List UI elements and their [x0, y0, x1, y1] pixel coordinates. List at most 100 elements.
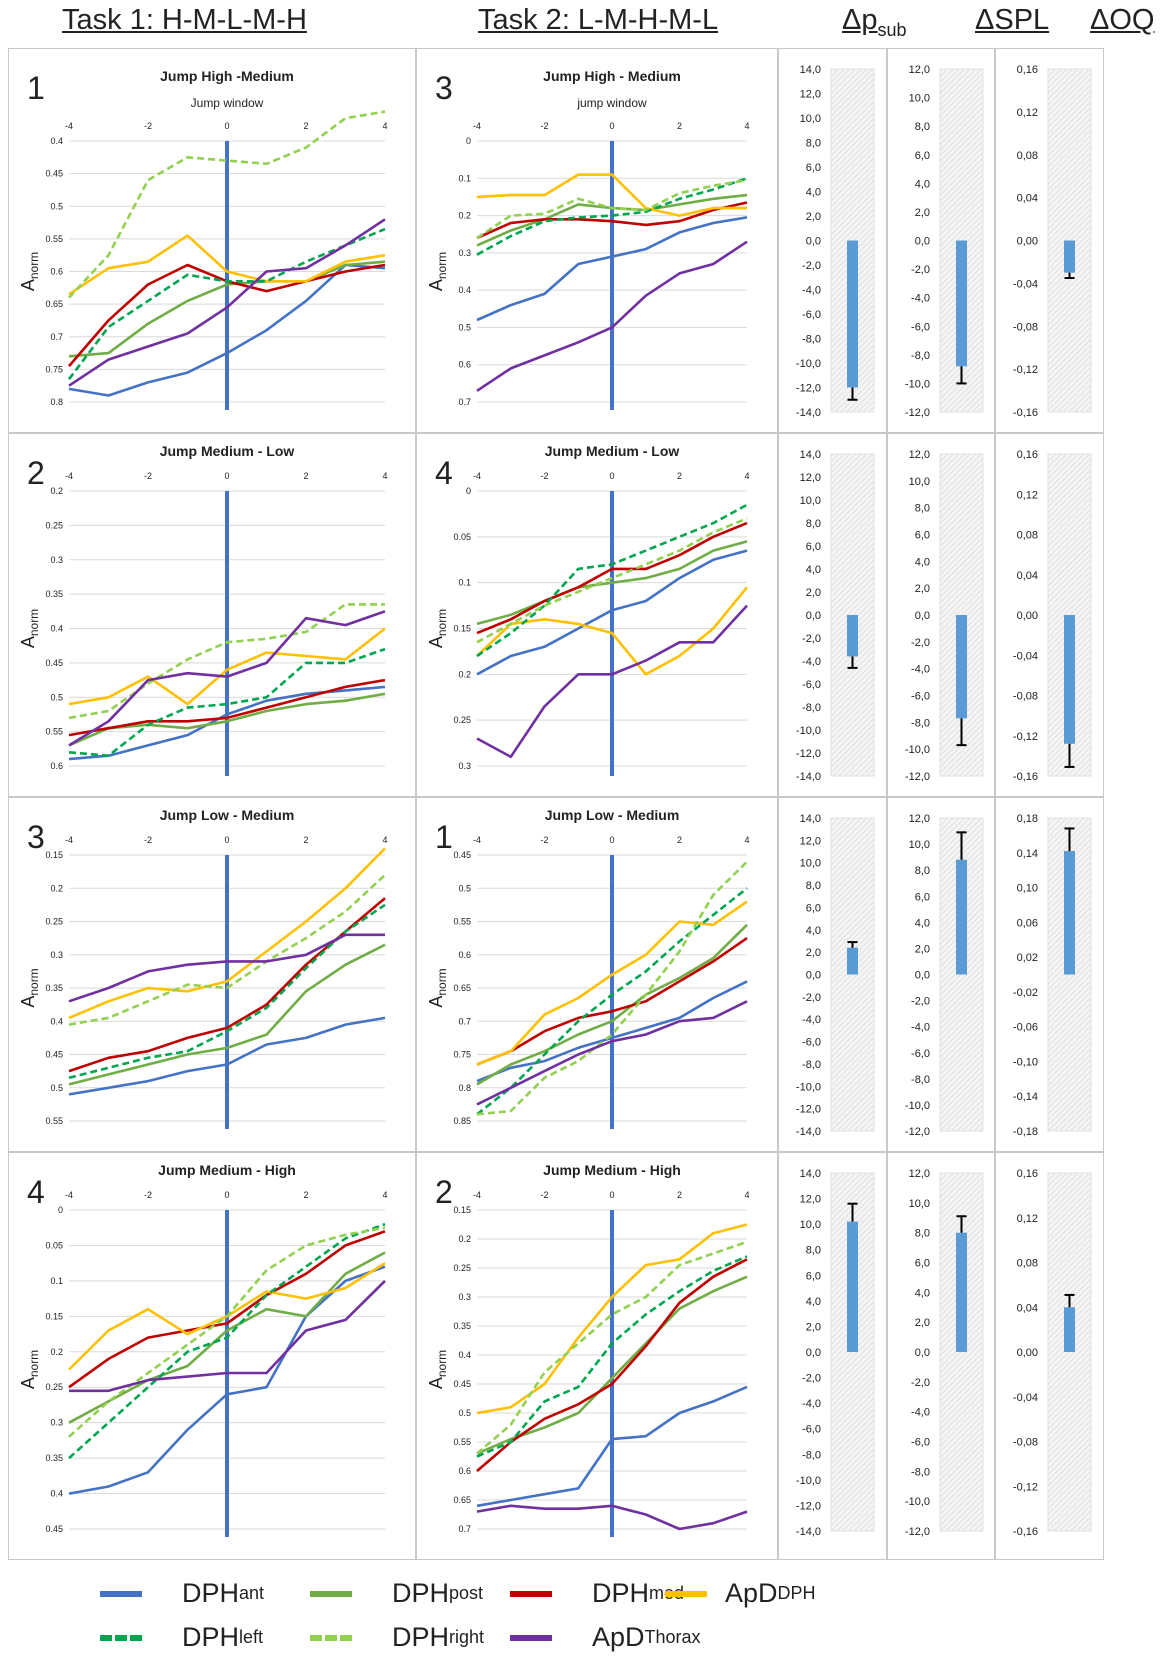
y-tick-label: -6,0 — [911, 691, 930, 703]
y-tick-label: 0.7 — [458, 397, 471, 407]
chart-title: Jump Medium - Low — [160, 443, 295, 459]
y-axis-label-text: Anorm — [18, 1350, 41, 1389]
bar-chart-spl3: 12,0 10,0 8,0 6,0 4,0 2,0 0,0 -2,0 -4,0 -6,0 -8,0 -… — [887, 797, 995, 1152]
bar-chart-psub2-svg: 14,0 12,0 10,0 8,0 6,0 4,0 2,0 0,0 -2,0 -4,0 -6,0 -… — [796, 449, 875, 783]
series-line-ApD_Thorax — [476, 604, 748, 759]
y-axis-label: Anorm — [18, 609, 41, 648]
x-tick-label: -2 — [144, 121, 152, 131]
series-line-DPH_med — [476, 201, 748, 240]
y-tick-label: 0,0 — [806, 1347, 821, 1359]
y-tick-label: 0.25 — [453, 1263, 471, 1273]
x-tick-label: 2 — [677, 471, 682, 481]
y-tick-label: -10,0 — [905, 744, 930, 756]
legend-item: DPH post — [310, 1578, 483, 1609]
y-tick-label: -10,0 — [905, 1496, 930, 1508]
y-tick-label: 0,0 — [915, 1347, 930, 1359]
y-tick-label: -4,0 — [911, 1407, 930, 1419]
y-tick-label: 12,0 — [909, 1168, 930, 1180]
series-line-DPH_med — [68, 678, 386, 737]
y-tick-label: 0,00 — [1017, 1347, 1038, 1359]
y-tick-label: -8,0 — [802, 1449, 821, 1461]
y-axis-label-sub: norm — [435, 609, 449, 636]
line-chart-t2r3: 1 Jump Low - Medium Anorm 0.45 0.5 0.55 0.6 0.6… — [416, 797, 778, 1152]
y-tick-label: 0,04 — [1017, 1302, 1038, 1314]
legend-item: DPH left — [100, 1622, 263, 1653]
y-tick-label: 0.7 — [458, 1524, 471, 1534]
y-tick-label: 0.35 — [45, 589, 63, 599]
y-tick-label: 2,0 — [806, 947, 821, 959]
y-tick-label: 0.6 — [458, 1466, 471, 1476]
y-tick-label: -12,0 — [796, 748, 821, 760]
x-tick-label: 2 — [677, 1190, 682, 1200]
bar — [1064, 1307, 1075, 1352]
y-tick-label: 0.75 — [453, 1050, 471, 1060]
series-line-DPH_left — [476, 1255, 748, 1458]
series-line-ApD_Thorax — [68, 218, 386, 387]
y-axis-label-sub: norm — [435, 252, 449, 279]
bar-chart-spl1-svg: 12,0 10,0 8,0 6,0 4,0 2,0 0,0 -2,0 -4,0 -6,0 -8,0 -… — [905, 64, 984, 419]
panel-number: 3 — [435, 70, 453, 106]
y-tick-label: 6,0 — [915, 530, 930, 542]
y-axis-label-sub: norm — [435, 1350, 449, 1377]
series-line-ApD_DPH — [68, 627, 386, 706]
y-tick-label: 8,0 — [806, 880, 821, 892]
y-tick-label: 0.05 — [453, 532, 471, 542]
psub-header-main: Δp — [842, 4, 878, 36]
y-tick-label: 0.5 — [50, 692, 63, 702]
chart-title: Jump Medium - Low — [545, 443, 680, 459]
y-tick-label: 0.35 — [453, 1321, 471, 1331]
series-line-ApD_Thorax — [476, 240, 748, 392]
chart-subtitle: jump window — [576, 96, 647, 110]
y-tick-label: -10,0 — [796, 1081, 821, 1093]
y-tick-label: -0,12 — [1013, 1481, 1038, 1493]
y-tick-label: 0.25 — [453, 715, 471, 725]
y-tick-label: 0.4 — [458, 285, 471, 295]
panel-number: 1 — [27, 70, 45, 106]
y-tick-label: -10,0 — [796, 1475, 821, 1487]
series-line-DPH_right — [476, 1240, 748, 1455]
x-tick-label: 4 — [382, 121, 387, 131]
series-line-DPH_right — [68, 110, 386, 299]
bar — [956, 859, 967, 975]
series-line-ApD_DPH — [68, 234, 386, 296]
y-tick-label: 6,0 — [915, 1258, 930, 1270]
series-line-DPH_left — [68, 1222, 386, 1460]
series-line-ApD_DPH — [476, 1223, 748, 1415]
bar-chart-oq2-svg: 0,16 0,12 0,08 0,04 0,00 -0,04 -0,08 -0,12 -0,16 — [1013, 449, 1092, 783]
y-tick-label: 0.1 — [50, 1276, 63, 1286]
y-tick-label: 4,0 — [915, 556, 930, 568]
bar-chart-psub1-svg: 14,0 12,0 10,0 8,0 6,0 4,0 2,0 0,0 -2,0 -4,0 -6,0 -… — [796, 64, 875, 419]
y-tick-label: 0.2 — [50, 1347, 63, 1357]
y-tick-label: 0.45 — [453, 850, 471, 860]
legend: DPH ant DPH post DPH med ApD DPH DPH left DPH… — [0, 1560, 820, 1665]
bar-chart-oq1-svg: 0,16 0,12 0,08 0,04 0,00 -0,04 -0,08 -0,12 -0,16 — [1013, 64, 1092, 419]
y-tick-label: 0,12 — [1017, 1213, 1038, 1225]
legend-label-sub: DPH — [777, 1583, 816, 1603]
y-axis-label-sub: norm — [27, 252, 41, 279]
line-chart-t2r4: 2 Jump Medium - High Anorm 0.15 0.2 0.25 0.3 0.… — [416, 1152, 778, 1560]
y-tick-label: -12,0 — [905, 771, 930, 783]
bar-chart-oq2: 0,16 0,12 0,08 0,04 0,00 -0,04 -0,08 -0,12 -0,16 — [995, 433, 1104, 797]
bar-chart-spl3-svg: 12,0 10,0 8,0 6,0 4,0 2,0 0,0 -2,0 -4,0 -6,0 -8,0 -… — [905, 813, 984, 1138]
bar — [847, 1221, 858, 1352]
bar-chart-spl1: 12,0 10,0 8,0 6,0 4,0 2,0 0,0 -2,0 -4,0 -6,0 -8,0 -… — [887, 48, 995, 433]
series-line-DPH_post — [68, 260, 386, 358]
y-axis-label-text: Anorm — [426, 1350, 449, 1389]
y-tick-label: 0,06 — [1017, 917, 1038, 929]
series-line-DPH_ant — [68, 1016, 386, 1096]
y-tick-label: -14,0 — [796, 1526, 821, 1538]
line-chart-t1r1: 1 Jump High -Medium Jump window Anorm 0.4 0.4… — [8, 48, 416, 433]
series-line-DPH_left — [476, 887, 748, 1116]
x-tick-label: -4 — [65, 121, 73, 131]
y-tick-label: -8,0 — [911, 1466, 930, 1478]
bar-chart-spl4: 12,0 10,0 8,0 6,0 4,0 2,0 0,0 -2,0 -4,0 -6,0 -8,0 -… — [887, 1152, 995, 1560]
y-tick-label: 0.4 — [50, 1489, 63, 1499]
series-line-DPH_med — [476, 1258, 748, 1472]
y-tick-label: -6,0 — [802, 309, 821, 321]
y-tick-label: -0,08 — [1013, 691, 1038, 703]
y-tick-label: 0.55 — [45, 727, 63, 737]
x-tick-label: -4 — [473, 835, 481, 845]
x-tick-label: 2 — [677, 121, 682, 131]
y-tick-label: 8,0 — [915, 503, 930, 515]
panel-number: 2 — [27, 455, 45, 491]
